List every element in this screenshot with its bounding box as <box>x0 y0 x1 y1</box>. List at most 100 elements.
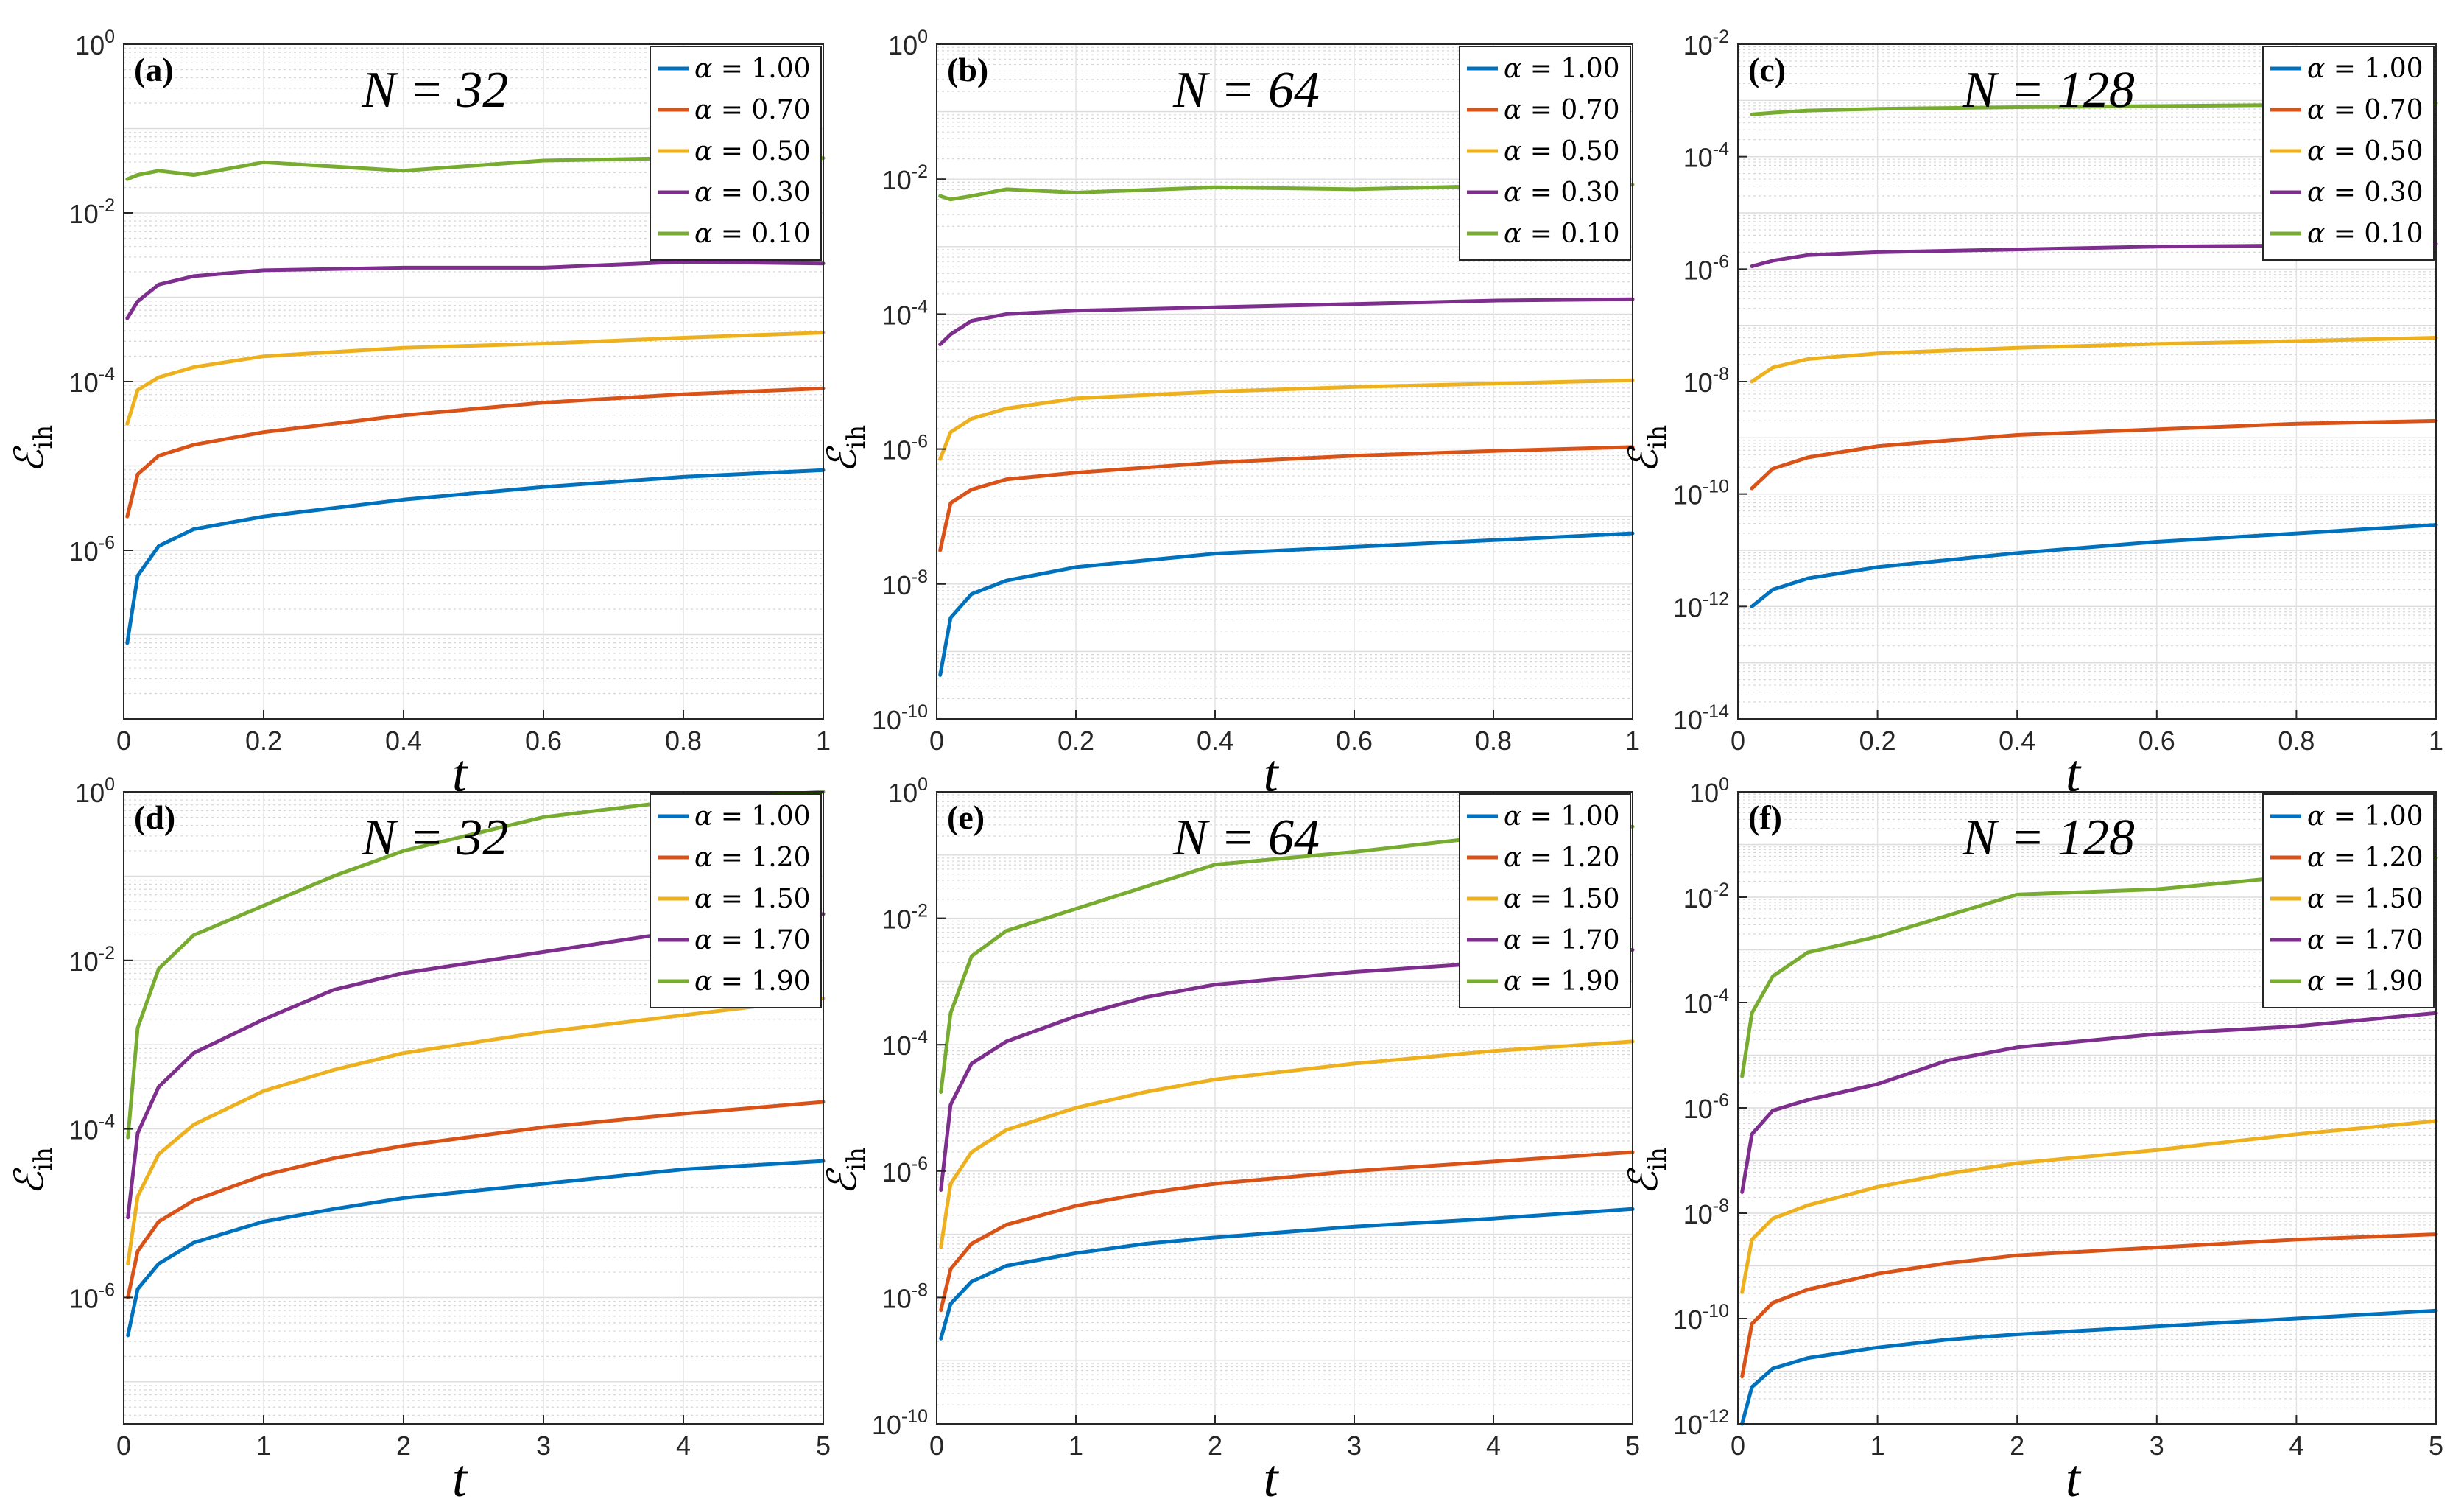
x-tick-label: 0.8 <box>665 726 702 756</box>
x-tick-label: 5 <box>816 1430 831 1461</box>
panel-title: N = 128 <box>1962 810 2135 866</box>
series-line-3 <box>939 1039 1635 1249</box>
series-line-2 <box>938 445 1635 552</box>
x-tick-label: 5 <box>2429 1430 2443 1461</box>
series-line-2 <box>939 1150 1635 1313</box>
x-tick-label: 0.4 <box>385 726 422 756</box>
x-tick-label: 1 <box>1069 1430 1083 1461</box>
y-tick-label: 10-10 <box>872 1406 928 1440</box>
series-line-5 <box>1740 855 2438 1078</box>
series-line-1 <box>125 468 826 645</box>
legend-entry: α = 1.20 <box>2307 843 2423 873</box>
y-tick-label: 100 <box>888 774 928 808</box>
x-tick-label: 0.2 <box>245 726 282 756</box>
legend: α = 1.00 α = 1.20 α = 1.50 α = 1.70 α = 1.90 <box>1459 793 1631 1008</box>
y-tick-label: 10-4 <box>882 1027 928 1061</box>
panel-tag: (c) <box>1748 51 1786 88</box>
panel-e: 0 1 2 3 4 5 100 10-2 10-4 10-6 10-8 10-10 t ℰih (e) N =… <box>819 774 1640 1499</box>
legend-entry: α = 0.10 <box>1504 219 1620 249</box>
panel-title: N = 32 <box>361 62 508 119</box>
x-tick-label: 4 <box>676 1430 691 1461</box>
x-tick-label: 4 <box>2289 1430 2303 1461</box>
legend-entry: α = 1.50 <box>694 884 811 914</box>
y-tick-label: 10-12 <box>1673 589 1729 622</box>
series-line-4 <box>939 948 1635 1192</box>
series-lines <box>938 183 1635 677</box>
legend-entry: α = 1.00 <box>2307 54 2423 84</box>
legend-entry: α = 1.00 <box>1504 801 1620 832</box>
y-tick-label: 10-4 <box>1683 985 1729 1019</box>
x-tick-label: 2 <box>2010 1430 2024 1461</box>
series-line-1 <box>126 1159 826 1338</box>
y-tick-label: 10-6 <box>882 432 928 466</box>
legend-box <box>1459 793 1631 1008</box>
y-tick-label: 10-6 <box>1683 251 1729 285</box>
y-tick-label: 100 <box>75 774 115 808</box>
series-line-1 <box>939 1207 1635 1341</box>
x-tick-label: 0.2 <box>1859 726 1896 756</box>
y-tick-label: 10-2 <box>69 943 115 977</box>
series-line-5 <box>938 183 1635 202</box>
series-line-5 <box>125 156 826 181</box>
legend-entry: α = 1.20 <box>1504 843 1620 873</box>
x-tick-label: 0 <box>929 726 944 756</box>
legend: α = 1.00 α = 0.70 α = 0.50 α = 0.30 α = 0.10 <box>1459 46 1631 261</box>
legend-entry: α = 0.10 <box>694 219 811 249</box>
series-line-5 <box>939 824 1635 1094</box>
y-tick-label: 100 <box>888 27 928 60</box>
y-axis-label: ℰih <box>6 425 58 473</box>
y-tick-label: 10-12 <box>1673 1406 1729 1440</box>
x-axis-label: t <box>452 744 468 803</box>
y-tick-label: 10-8 <box>1683 364 1729 398</box>
x-tick-label: 1 <box>256 1430 271 1461</box>
y-tick-label: 10-6 <box>882 1154 928 1187</box>
legend-entry: α = 1.90 <box>1504 966 1620 997</box>
y-tick-label: 100 <box>75 27 115 60</box>
legend-box <box>650 46 822 261</box>
series-lines <box>126 790 826 1338</box>
y-tick-label: 10-8 <box>882 1279 928 1313</box>
panel-f: 0 1 2 3 4 5 100 10-2 10-4 10-6 10-8 10-10 10-12 t ℰih (… <box>1620 774 2443 1499</box>
panel-c: 0 0.2 0.4 0.6 0.8 1 10-2 10-4 10-6 10-8 10-10 10-12… <box>1620 27 2443 803</box>
x-tick-label: 2 <box>1208 1430 1222 1461</box>
x-tick-label: 0 <box>1731 1430 1745 1461</box>
legend-entry: α = 1.00 <box>2307 801 2423 832</box>
y-tick-label: 10-2 <box>1683 880 1729 913</box>
legend: α = 1.00 α = 0.70 α = 0.50 α = 0.30 α = 0.10 <box>650 46 822 261</box>
y-tick-label: 10-6 <box>1683 1090 1729 1124</box>
axes-box <box>936 791 1633 1425</box>
x-axis-label: t <box>1264 1449 1280 1499</box>
legend-entry: α = 1.20 <box>694 843 811 873</box>
x-tick-label: 0.6 <box>2139 726 2175 756</box>
legend-entry: α = 1.50 <box>2307 884 2423 914</box>
y-axis-label: ℰih <box>819 425 871 473</box>
x-tick-label: 4 <box>1486 1430 1501 1461</box>
series-line-3 <box>1740 1119 2438 1294</box>
y-tick-label: 10-2 <box>1683 27 1729 60</box>
legend-entry: α = 1.50 <box>1504 884 1620 914</box>
series-line-2 <box>126 1100 826 1299</box>
x-tick-label: 0.8 <box>1475 726 1512 756</box>
x-tick-label: 1 <box>1625 726 1640 756</box>
panel-tag: (d) <box>134 798 175 836</box>
x-tick-label: 0 <box>116 726 131 756</box>
y-axis-label: ℰih <box>6 1147 58 1195</box>
x-tick-label: 0.2 <box>1057 726 1094 756</box>
panel-title: N = 32 <box>361 810 508 866</box>
x-tick-label: 3 <box>2150 1430 2164 1461</box>
legend-entry: α = 0.70 <box>694 95 811 125</box>
y-tick-label: 10-4 <box>1683 139 1729 173</box>
legend-box <box>2262 793 2435 1008</box>
x-axis-label: t <box>2066 1449 2082 1499</box>
x-tick-label: 0.8 <box>2278 726 2315 756</box>
x-tick-label: 0.6 <box>525 726 562 756</box>
x-tick-label: 3 <box>536 1430 551 1461</box>
axes-box <box>936 43 1633 720</box>
series-line-1 <box>1750 523 2438 608</box>
y-tick-label: 10-2 <box>882 901 928 935</box>
series-lines <box>1740 855 2438 1426</box>
legend-entry: α = 0.50 <box>694 136 811 166</box>
x-axis-label: t <box>1264 744 1280 803</box>
legend: α = 1.00 α = 1.20 α = 1.50 α = 1.70 α = 1.90 <box>650 793 822 1008</box>
